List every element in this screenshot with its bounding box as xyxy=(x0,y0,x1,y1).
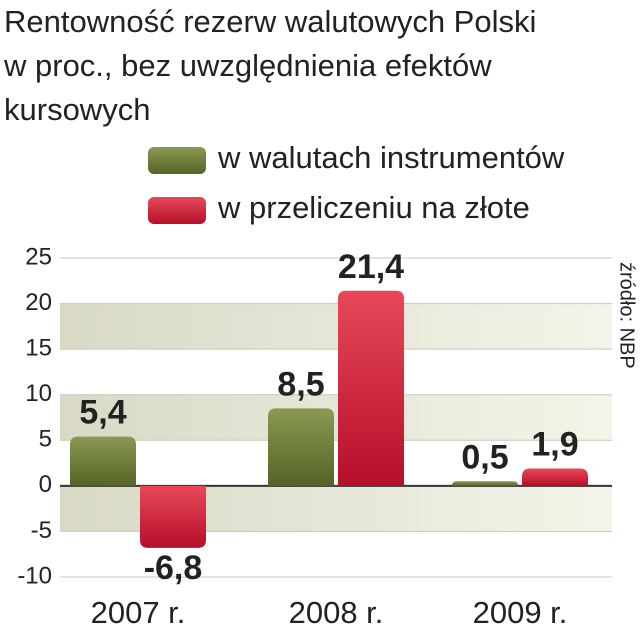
y-tick-label: -10 xyxy=(17,562,52,589)
bar xyxy=(522,468,588,486)
bar xyxy=(338,290,404,486)
value-label: 5,4 xyxy=(79,394,126,432)
value-label: 1,9 xyxy=(531,426,578,464)
bar xyxy=(70,436,136,486)
legend-swatch xyxy=(148,147,206,174)
chart-title: w proc., bez uwzględnienia efektów xyxy=(3,48,492,83)
value-label: 21,4 xyxy=(338,248,404,286)
x-tick-label: 2009 r. xyxy=(473,595,568,630)
source: źródło: NBP xyxy=(616,262,638,369)
bar xyxy=(268,408,334,486)
y-tick-label: 10 xyxy=(25,380,52,407)
legend-label: w walutach instrumentów xyxy=(217,140,565,175)
y-tick-label: 20 xyxy=(25,289,52,316)
chart-title: kursowych xyxy=(4,92,150,127)
x-tick-label: 2007 r. xyxy=(91,595,186,630)
bar xyxy=(140,485,206,548)
value-label: 8,5 xyxy=(277,365,324,403)
chart-title: Rentowność rezerw walutowych Polski xyxy=(4,4,536,39)
value-label: -6,8 xyxy=(144,549,203,587)
x-tick-label: 2008 r. xyxy=(289,595,384,630)
legend-swatch xyxy=(148,197,206,224)
y-tick-label: -5 xyxy=(31,517,52,544)
y-tick-label: 25 xyxy=(25,243,52,270)
bar xyxy=(452,481,518,486)
y-tick-label: 5 xyxy=(39,426,52,453)
value-label: 0,5 xyxy=(461,438,508,476)
background-band xyxy=(60,303,612,350)
background-band xyxy=(60,394,612,441)
legend-label: w przeliczeniu na złote xyxy=(217,190,530,225)
y-tick-label: 0 xyxy=(39,471,52,498)
y-tick-label: 15 xyxy=(25,334,52,361)
